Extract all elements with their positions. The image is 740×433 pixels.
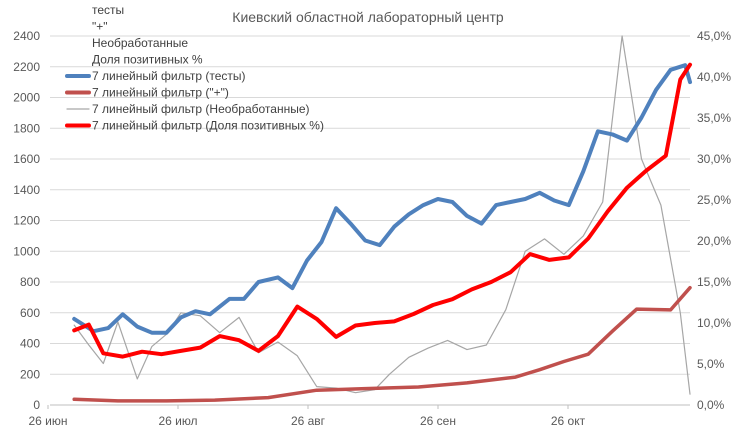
x-tick-label: 26 июн — [28, 414, 67, 428]
series-layer — [72, 35, 692, 403]
series-line-1 — [72, 285, 692, 403]
y-right-tick-label: 0,0% — [697, 398, 725, 412]
legend-label: тесты — [92, 3, 124, 17]
y-right-tick-label: 20,0% — [697, 234, 731, 248]
y-left-tick-label: 1800 — [13, 121, 40, 135]
y-left-tick-label: 0 — [33, 398, 40, 412]
y-right-tick-label: 15,0% — [697, 275, 731, 289]
y-right-tick-label: 30,0% — [697, 152, 731, 166]
y-left-tick-label: 1600 — [13, 152, 40, 166]
y-left-tick-label: 2000 — [13, 91, 40, 105]
y-left-tick-label: 2400 — [13, 29, 40, 43]
x-tick-label: 26 авг — [291, 414, 326, 428]
x-tick-label: 26 окт — [551, 414, 586, 428]
y-left-tick-label: 600 — [20, 306, 40, 320]
legend-label: 7 линейный фильтр (тесты) — [92, 69, 246, 83]
x-tick-label: 26 июл — [158, 414, 197, 428]
y-right-tick-label: 45,0% — [697, 29, 731, 43]
legend-label: "+" — [92, 20, 108, 34]
y-left-tick-label: 1000 — [13, 244, 40, 258]
legend-label: Необработанные — [92, 36, 188, 50]
y-left-tick-label: 1200 — [13, 214, 40, 228]
legend-label: 7 линейный фильтр (Доля позитивных %) — [92, 119, 324, 133]
chart-title: Киевский областной лабораторный центр — [232, 9, 504, 25]
y-left-tick-label: 2200 — [13, 60, 40, 74]
legend: тесты "+" Необработанные Доля позитивных % 7… — [65, 3, 324, 133]
series-line-0 — [72, 63, 692, 335]
y-right-tick-label: 25,0% — [697, 193, 731, 207]
axes: 0 200 400 600 800 1000 1200 1400 1600 1800 2000 220… — [13, 29, 731, 428]
series-line-3 — [72, 62, 692, 359]
y-left-tick-label: 800 — [20, 275, 40, 289]
legend-label: 7 линейный фильтр ("+") — [92, 86, 229, 100]
y-right-tick-label: 10,0% — [697, 316, 731, 330]
legend-label: 7 линейный фильтр (Необработанные) — [92, 102, 310, 116]
y-left-tick-label: 200 — [20, 367, 40, 381]
y-right-tick-label: 35,0% — [697, 111, 731, 125]
legend-label: Доля позитивных % — [92, 53, 203, 67]
y-right-tick-label: 40,0% — [697, 70, 731, 84]
x-tick-label: 26 сен — [420, 414, 456, 428]
y-left-tick-label: 400 — [20, 337, 40, 351]
y-right-tick-label: 5,0% — [697, 357, 725, 371]
gridlines — [50, 35, 690, 406]
y-left-tick-label: 1400 — [13, 183, 40, 197]
